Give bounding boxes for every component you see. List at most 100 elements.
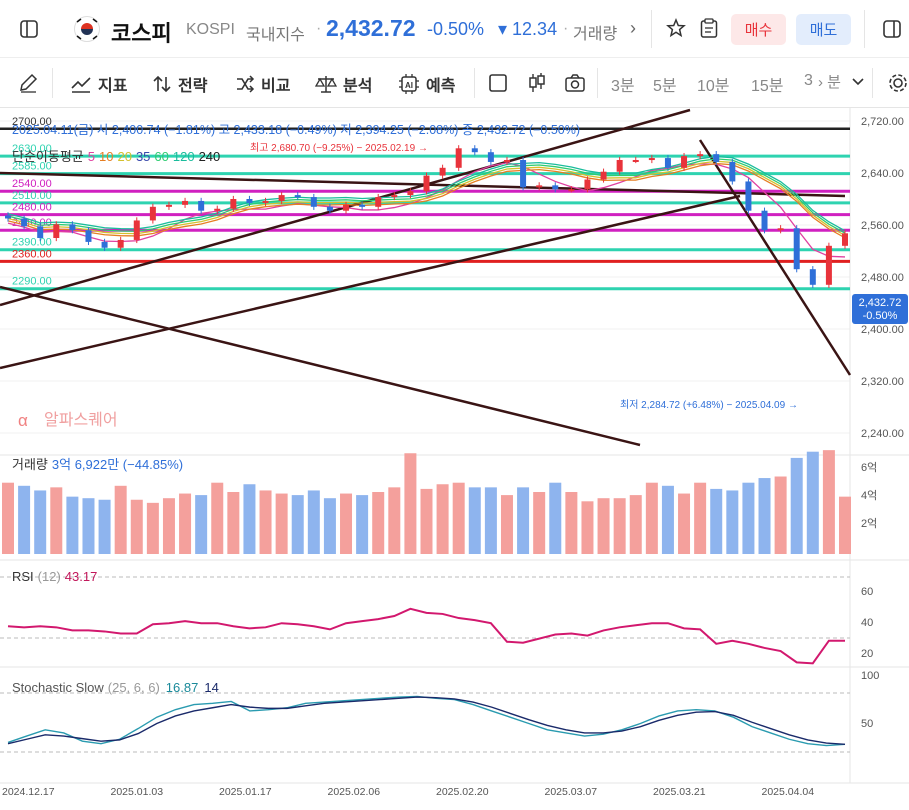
volume-bar[interactable] <box>195 495 208 554</box>
trendline-horizontal[interactable] <box>0 171 846 198</box>
candle[interactable] <box>53 224 60 238</box>
chevron-right-icon[interactable]: › <box>630 18 636 38</box>
candle[interactable] <box>842 233 848 246</box>
volume-bar[interactable] <box>66 496 79 554</box>
candle[interactable] <box>552 185 559 190</box>
volume-bar[interactable] <box>275 493 288 554</box>
candle[interactable] <box>825 245 832 285</box>
volume-bar[interactable] <box>388 487 401 554</box>
stoch-k-line[interactable] <box>7 695 846 747</box>
ma-20-line[interactable] <box>7 160 846 237</box>
candle[interactable] <box>326 206 333 211</box>
volume-bar[interactable] <box>82 498 95 554</box>
candle[interactable] <box>246 199 253 203</box>
candle[interactable] <box>165 204 172 207</box>
volume-bar[interactable] <box>500 495 513 554</box>
price-chart[interactable]: 2700.00 2630.00 2585.00 2540.002510.002480.… <box>0 108 909 810</box>
pencil-icon[interactable] <box>18 73 38 98</box>
volume-bar[interactable] <box>452 482 465 554</box>
trendline-descending[interactable] <box>0 285 641 447</box>
candle[interactable] <box>664 158 671 168</box>
candlestick-icon[interactable] <box>527 72 547 99</box>
candle[interactable] <box>600 171 607 180</box>
candle[interactable] <box>21 218 28 227</box>
volume-bar[interactable] <box>742 482 755 554</box>
candle[interactable] <box>455 148 462 168</box>
compare-button[interactable]: 비교 <box>235 72 290 96</box>
indicators-button[interactable]: 지표 <box>70 72 127 96</box>
candle[interactable] <box>520 160 527 188</box>
volume-bar[interactable] <box>436 484 449 554</box>
volume-bar[interactable] <box>243 484 256 554</box>
volume-bar[interactable] <box>404 453 417 554</box>
timeframe-scroll[interactable]: › 분 <box>818 74 841 91</box>
volume-bar[interactable] <box>581 501 594 554</box>
volume-bar[interactable] <box>2 482 14 554</box>
candle[interactable] <box>117 239 124 248</box>
candle[interactable] <box>278 195 285 201</box>
volume-bar[interactable] <box>774 476 787 555</box>
candle[interactable] <box>5 215 11 219</box>
camera-icon[interactable] <box>564 73 586 98</box>
volume-bar[interactable] <box>420 488 433 554</box>
candle[interactable] <box>407 191 414 196</box>
volume-bar[interactable] <box>146 502 159 554</box>
candle[interactable] <box>375 197 382 207</box>
volume-bar[interactable] <box>179 493 192 554</box>
candle[interactable] <box>262 200 269 203</box>
timeframe-10m[interactable]: 10분 <box>697 78 730 95</box>
stoch-d-line[interactable] <box>7 696 846 745</box>
timeframe-more[interactable]: 3 <box>804 72 813 89</box>
candle[interactable] <box>761 210 768 231</box>
volume-bar[interactable] <box>597 498 610 554</box>
candle[interactable] <box>182 200 189 205</box>
candle[interactable] <box>85 230 92 242</box>
volume-bar[interactable] <box>678 493 691 554</box>
volume-bar[interactable] <box>484 487 497 554</box>
buy-button[interactable]: 매수 <box>731 14 786 45</box>
volume-bar[interactable] <box>645 482 658 554</box>
candle[interactable] <box>230 199 237 209</box>
price-badge[interactable] <box>852 294 908 324</box>
star-icon[interactable] <box>666 18 686 43</box>
volume-bar[interactable] <box>533 492 546 554</box>
candle[interactable] <box>616 160 623 172</box>
volume-bar[interactable] <box>710 488 723 554</box>
volume-bar[interactable] <box>259 490 272 554</box>
clipboard-icon[interactable] <box>700 18 718 43</box>
candle[interactable] <box>697 154 704 157</box>
candle[interactable] <box>777 228 784 231</box>
volume-bar[interactable] <box>822 450 835 554</box>
volume-bar[interactable] <box>726 490 739 554</box>
candle[interactable] <box>133 220 140 240</box>
candle[interactable] <box>584 179 591 190</box>
volume-bar[interactable] <box>549 482 562 554</box>
candle[interactable] <box>37 226 44 238</box>
volume-bar[interactable] <box>661 485 674 554</box>
candle[interactable] <box>503 160 510 162</box>
volume-bar[interactable] <box>114 485 127 554</box>
volume-bar[interactable] <box>50 487 63 554</box>
panel-toggle-icon[interactable] <box>883 20 901 43</box>
candle[interactable] <box>713 154 720 162</box>
volume-bar[interactable] <box>372 492 385 554</box>
analysis-button[interactable]: 분석 <box>315 72 372 96</box>
square-icon[interactable] <box>488 73 508 98</box>
ma-10-line[interactable] <box>7 162 846 239</box>
trendline-lower-channel[interactable] <box>0 194 741 370</box>
candle[interactable] <box>214 208 221 211</box>
candle[interactable] <box>359 204 366 207</box>
candle[interactable] <box>198 200 205 211</box>
candle[interactable] <box>439 167 446 176</box>
volume-bar[interactable] <box>694 482 707 554</box>
ma-60-line[interactable] <box>7 158 846 234</box>
candle[interactable] <box>809 269 816 285</box>
timeframe-15m[interactable]: 15분 <box>751 78 784 95</box>
volume-bar[interactable] <box>307 490 320 554</box>
candle[interactable] <box>391 195 398 198</box>
volume-bar[interactable] <box>517 487 530 554</box>
volume-bar[interactable] <box>162 498 175 554</box>
trendline-steep-down[interactable] <box>698 139 852 376</box>
candle[interactable] <box>149 206 156 221</box>
volume-bar[interactable] <box>839 496 851 554</box>
